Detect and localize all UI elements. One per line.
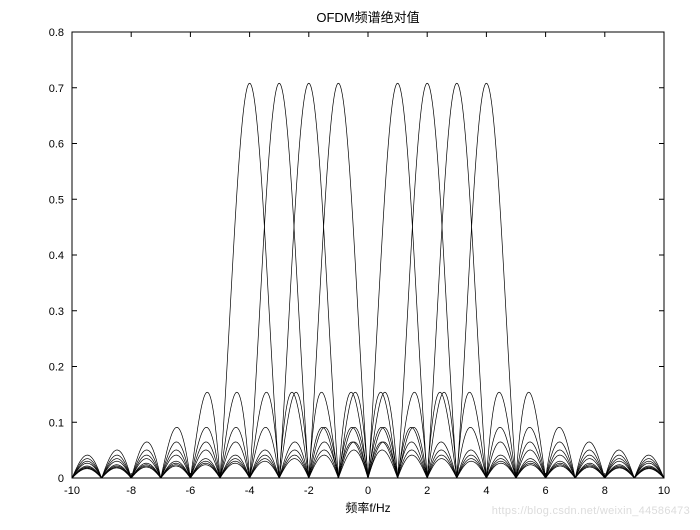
plot-box — [72, 32, 664, 478]
curves-group — [72, 83, 664, 478]
y-tick-label: 0.7 — [49, 83, 64, 95]
sinc-curve — [72, 83, 664, 478]
y-tick-label: 0.2 — [49, 362, 64, 374]
sinc-curve — [72, 83, 664, 478]
x-tick-label: 0 — [365, 485, 371, 497]
y-tick-label: 0.8 — [49, 27, 64, 39]
y-tick-label: 0.1 — [49, 417, 64, 429]
y-tick-label: 0.6 — [49, 139, 64, 151]
chart-container: -10 -8 -6 -4 -2 0 2 4 6 8 10 0 0.1 0.2 0.3 0.4 0.5 0.6 0.7… — [0, 0, 700, 525]
y-tick-label: 0 — [58, 473, 64, 485]
y-tick-label: 0.3 — [49, 306, 64, 318]
sinc-curve — [72, 83, 664, 478]
x-tick-label: 2 — [424, 485, 430, 497]
ofdm-spectrum-chart: -10 -8 -6 -4 -2 0 2 4 6 8 10 0 0.1 0.2 0.3 0.4 0.5 0.6 0.7… — [0, 0, 700, 525]
x-tick-label: -4 — [245, 485, 255, 497]
x-tick-label: -8 — [126, 485, 136, 497]
sinc-curve — [72, 83, 664, 478]
x-tick-label: -2 — [304, 485, 314, 497]
sinc-curve — [72, 83, 664, 478]
x-tick-label: -6 — [186, 485, 196, 497]
y-tick-label: 0.4 — [49, 250, 64, 262]
x-tick-label: 6 — [543, 485, 549, 497]
x-tick-label: 10 — [658, 485, 670, 497]
sinc-curve — [72, 83, 664, 478]
x-tick-label: 8 — [602, 485, 608, 497]
x-tick-label: -10 — [64, 485, 80, 497]
sinc-curve — [72, 83, 664, 478]
x-tick-label: 4 — [483, 485, 489, 497]
sinc-curve — [72, 83, 664, 478]
chart-title: OFDM频谱绝对值 — [316, 10, 419, 25]
watermark-text: https://blog.csdn.net/weixin_44586473 — [492, 505, 690, 517]
y-tick-label: 0.5 — [49, 194, 64, 206]
x-axis-label: 频率f/Hz — [345, 500, 390, 515]
